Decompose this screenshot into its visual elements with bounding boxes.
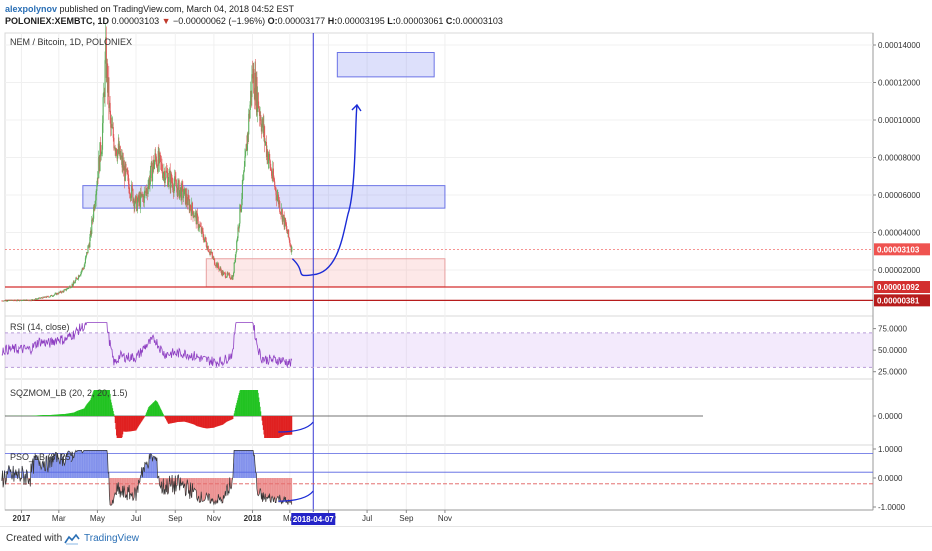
candle-body [103, 97, 104, 123]
created-with-text: Created with [6, 533, 62, 544]
candle-body [101, 154, 102, 156]
time-tick-label: Mar [52, 514, 66, 523]
candle-body [66, 290, 67, 291]
pane-2 [5, 379, 873, 445]
footer: Created with TradingView [0, 526, 932, 551]
candle-body [176, 186, 177, 188]
date-marker-label: 2018-04-07 [293, 515, 334, 524]
time-tick-label: 2017 [13, 514, 31, 523]
candle-body [234, 263, 235, 273]
price-tick-label: 0.00014000 [878, 41, 921, 50]
low-value: 0.00003061 [396, 16, 444, 26]
price-tick-label: 0.00002000 [878, 266, 921, 275]
sqzmom-bar [163, 415, 164, 416]
pso-tick-label: 1.0000 [878, 445, 903, 454]
price-tick-label: 0.00004000 [878, 229, 921, 238]
price-tag-label: 0.00003103 [877, 245, 920, 254]
candle-body [244, 156, 245, 166]
time-tick-label: May [90, 514, 105, 523]
price-tick-label: 0.00012000 [878, 79, 921, 88]
price-tick-label: 0.00010000 [878, 116, 921, 125]
candle-body [243, 172, 244, 180]
high-value: 0.00003195 [337, 16, 385, 26]
candle-body [63, 290, 64, 292]
main-chart-title: NEM / Bitcoin, 1D, POLONIEX [10, 37, 132, 47]
candle-body [291, 247, 292, 252]
rsi-tick-label: 75.0000 [878, 325, 907, 334]
tradingview-logo-icon [64, 533, 80, 545]
pso-tick-label: 0.0000 [878, 474, 903, 483]
candle-body [105, 60, 106, 97]
candle-body [236, 241, 237, 252]
open-value: 0.00003177 [278, 16, 326, 26]
price-tick-label: 0.00008000 [878, 154, 921, 163]
time-tick-label: Sep [168, 514, 183, 523]
candle-body [244, 167, 245, 172]
highlight-zone [206, 259, 445, 287]
close-value: 0.00003103 [455, 16, 503, 26]
candle-body [183, 196, 184, 199]
price-tag-label: 0.00000381 [877, 296, 920, 305]
time-tick-label: 2018 [244, 514, 262, 523]
rsi-title: RSI (14, close) [10, 322, 70, 332]
close-label: C: [446, 16, 456, 26]
time-tick-label: Sep [399, 514, 414, 523]
tradingview-brand[interactable]: TradingView [84, 533, 139, 544]
pane-3 [5, 445, 873, 510]
low-label: L: [387, 16, 396, 26]
candle-body [168, 173, 169, 182]
candle-body [150, 166, 151, 178]
price-tick-label: 0.00006000 [878, 191, 921, 200]
pso-tick-label: -1.0000 [878, 503, 906, 512]
rsi-tick-label: 25.0000 [878, 368, 907, 377]
high-label: H: [328, 16, 338, 26]
price-change: −0.00000062 (−1.96%) [173, 16, 265, 26]
price-tag-label: 0.00001092 [877, 283, 920, 292]
sqzmom-bar [232, 416, 233, 419]
candle-body [288, 230, 289, 238]
chart-canvas[interactable]: 0.00002000 0.00004000 0.00006000 0.00008000… [0, 0, 932, 526]
highlight-zone [337, 53, 434, 77]
sqzmom-title: SQZMOM_LB (20, 2, 20, 1.5) [10, 388, 128, 398]
candle-body [75, 280, 76, 282]
open-label: O: [268, 16, 278, 26]
author-name[interactable]: alexpolynov [5, 4, 57, 14]
sqzmom-bar [113, 414, 114, 416]
candle-body [279, 201, 280, 212]
sqzmom-bar [260, 411, 261, 416]
symbol-label: POLONIEX:XEMBTC, 1D [5, 16, 109, 26]
sqzmom-tick-label: 0.0000 [878, 412, 903, 421]
candle-body [245, 151, 246, 156]
time-tick-label: Jul [131, 514, 141, 523]
time-tick-label: Nov [207, 514, 221, 523]
candle-body [137, 202, 138, 211]
time-tick-label: Nov [438, 514, 452, 523]
rsi-tick-label: 50.0000 [878, 346, 907, 355]
last-price: 0.00003103 [112, 16, 160, 26]
pso-title: PSO_LB (8, 25) [10, 452, 74, 462]
candle-body [68, 287, 69, 288]
published-text: published on TradingView.com, March 04, … [60, 4, 294, 14]
down-arrow-icon: ▼ [162, 16, 171, 26]
candle-body [96, 186, 97, 191]
chart-header: alexpolynov published on TradingView.com… [5, 3, 503, 27]
candle-body [192, 203, 193, 211]
time-tick-label: Jul [362, 514, 372, 523]
